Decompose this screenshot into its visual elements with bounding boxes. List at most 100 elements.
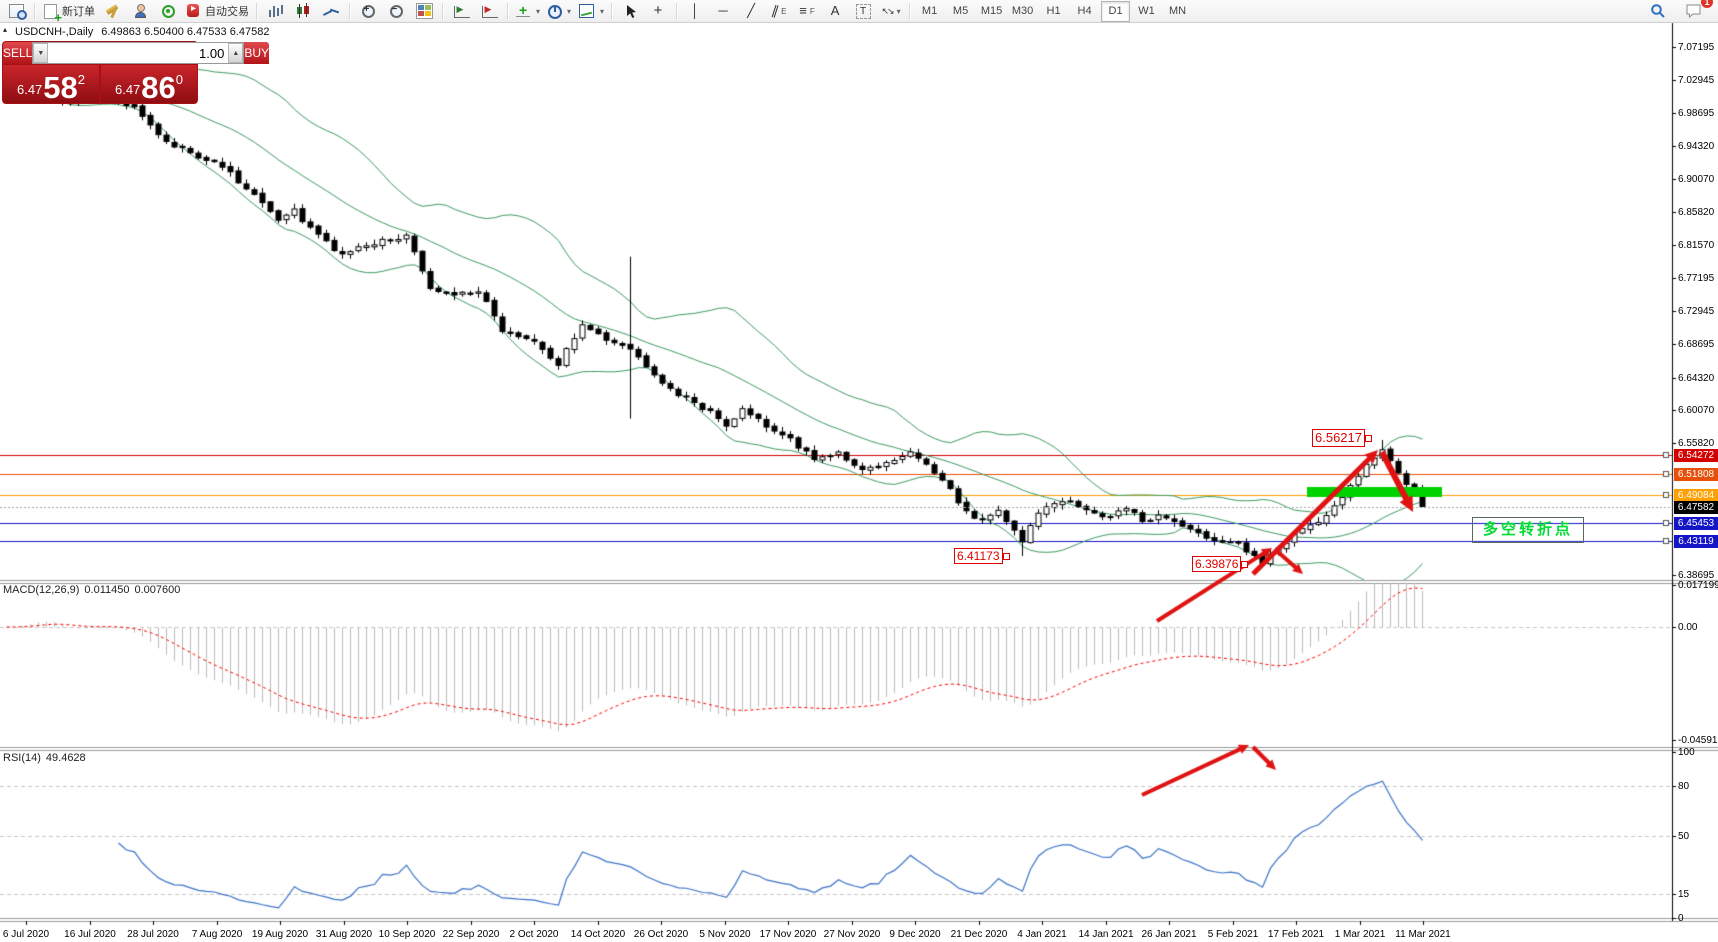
timeframe-button-h4[interactable]: H4 <box>1077 5 1092 17</box>
toolbar-separator <box>507 2 508 20</box>
notification-badge: 1 <box>1701 0 1713 8</box>
buy-button[interactable]: BUY <box>244 42 270 64</box>
buy-price-display[interactable]: 6.47 86 0 <box>101 65 197 103</box>
toolbar-right: 1 <box>1644 0 1716 22</box>
new-order-button[interactable]: 新订单 <box>39 0 98 25</box>
search-icon <box>1651 4 1665 18</box>
toolbar: 新订单 自动交易 ▾ ▾ ▾ + │ ─ ╱ ∥E ≡F A T ↖↘▾ M1 M… <box>0 0 1718 25</box>
chevron-down-icon: ▾ <box>896 6 901 16</box>
sell-price-display[interactable]: 6.47 58 2 <box>3 65 99 103</box>
sell-price-sup: 2 <box>77 72 86 87</box>
toolbar-separator <box>34 2 35 20</box>
vertical-line-button[interactable]: │ <box>681 0 709 22</box>
channel-button[interactable]: ∥ E <box>765 0 793 22</box>
timeframe-button-m5[interactable]: M5 <box>952 5 969 17</box>
price-line-label: 6.47582 <box>1674 501 1718 514</box>
indicators-button[interactable]: ▾ <box>512 0 543 22</box>
chart-preview-button[interactable] <box>2 0 30 22</box>
market-watch-button[interactable] <box>98 0 126 22</box>
horizontal-line-button[interactable]: ─ <box>709 0 737 22</box>
zoom-out-button[interactable] <box>382 0 410 22</box>
candlestick-chart-button[interactable] <box>289 0 317 22</box>
macd-axis-label: 0.00 <box>1678 622 1698 633</box>
timeframe-button-mn[interactable]: MN <box>1168 5 1187 17</box>
timeframe-button-m15[interactable]: M15 <box>980 5 1003 17</box>
trendline-button[interactable]: ╱ <box>737 0 765 22</box>
channel-tag: E <box>781 6 787 16</box>
rsi-axis-label: 50 <box>1678 831 1690 842</box>
indicators-icon <box>515 2 532 19</box>
timeframe-button-m30[interactable]: M30 <box>1011 5 1034 17</box>
anchor-handle[interactable] <box>1002 553 1010 561</box>
high-price-flag[interactable]: 6.56217 <box>1312 429 1372 447</box>
new-order-icon <box>44 3 62 25</box>
chevron-down-icon: ▾ <box>567 6 572 16</box>
trendline-icon: ╱ <box>747 3 755 18</box>
timeframe-button-h1[interactable]: H1 <box>1046 5 1061 17</box>
low-price-flag-2[interactable]: 6.39876 <box>1192 556 1249 573</box>
price-axis-label: 6.81570 <box>1678 240 1715 251</box>
anchor-handle[interactable] <box>1241 561 1249 569</box>
timeframe-button-w1[interactable]: W1 <box>1138 5 1155 17</box>
time-axis-label: 27 Nov 2020 <box>823 929 881 940</box>
price-axis-label: 6.85820 <box>1678 207 1715 218</box>
macd-name: MACD(12,26,9) <box>3 584 80 596</box>
fibonacci-button[interactable]: ≡ F <box>793 0 821 22</box>
templates-button[interactable]: ▾ <box>574 0 607 22</box>
clock-icon <box>546 3 563 19</box>
macd-axis-label: -0.045919 <box>1678 735 1718 746</box>
price-axis-label: 7.02945 <box>1678 75 1715 86</box>
tile-windows-button[interactable] <box>410 0 438 22</box>
volume-increase-button[interactable]: ▲ <box>228 43 244 63</box>
volume-input[interactable] <box>48 43 229 63</box>
sell-button[interactable]: SELL <box>3 42 33 64</box>
signals-button[interactable] <box>154 0 182 22</box>
sell-price-big: 58 <box>43 70 78 105</box>
fibo-tag: F <box>809 6 815 16</box>
high-price-flag-text: 6.56217 <box>1315 430 1362 445</box>
arrows-tool-button[interactable]: ↖↘ ▾ <box>877 0 905 22</box>
crosshair-icon: + <box>653 2 663 19</box>
time-axis-label: 5 Feb 2021 <box>1207 929 1259 940</box>
price-axis-label: 6.90070 <box>1678 174 1715 185</box>
new-order-label: 新订单 <box>62 6 95 18</box>
time-axis-label: 5 Nov 2020 <box>699 929 751 940</box>
toolbar-separator <box>442 2 443 20</box>
turning-point-textbox[interactable]: 多空转折点 <box>1472 517 1584 543</box>
broadcast-icon <box>160 3 177 19</box>
chart-shift-button[interactable] <box>475 0 503 22</box>
text-tool-button[interactable]: A <box>821 0 849 22</box>
autotrading-button[interactable]: 自动交易 <box>182 0 252 22</box>
timeframe-button-d1[interactable]: D1 <box>1101 0 1131 22</box>
macd-label: MACD(12,26,9) 0.011450 0.007600 <box>3 584 185 596</box>
bar-chart-button[interactable] <box>261 0 289 22</box>
anchor-handle[interactable] <box>1365 434 1372 442</box>
periods-button[interactable]: ▾ <box>543 0 574 22</box>
data-window-button[interactable] <box>126 0 154 22</box>
autotrading-label: 自动交易 <box>205 6 249 18</box>
cursor-button[interactable] <box>616 0 644 22</box>
low-price-flag-1[interactable]: 6.41173 <box>954 548 1010 565</box>
auto-scroll-button[interactable] <box>447 0 475 22</box>
zoom-in-button[interactable] <box>354 0 382 22</box>
line-chart-button[interactable] <box>317 0 345 22</box>
toolbar-separator <box>349 2 350 20</box>
price-line-label: 6.43119 <box>1674 535 1718 548</box>
ohlc-values: 6.49863 6.50400 6.47533 6.47582 <box>101 26 270 38</box>
macd-value: 0.011450 <box>84 584 130 596</box>
text-label-button[interactable]: T <box>849 0 877 22</box>
rsi-value: 49.4628 <box>45 752 86 764</box>
search-button[interactable] <box>1644 0 1672 22</box>
volume-decrease-button[interactable]: ▼ <box>33 43 49 63</box>
timeframe-button-m1[interactable]: M1 <box>921 5 938 17</box>
time-axis-label: 1 Mar 2021 <box>1334 929 1386 940</box>
rsi-label: RSI(14) 49.4628 <box>3 752 91 764</box>
collapse-arrow-icon[interactable]: ▴ <box>3 25 8 34</box>
time-axis-label: 11 Mar 2021 <box>1395 929 1451 940</box>
price-axis-label: 6.55820 <box>1678 438 1715 449</box>
notifications-button[interactable]: 1 <box>1680 0 1713 22</box>
rsi-axis-label: 0 <box>1678 913 1684 924</box>
horizontal-line-icon: ─ <box>718 3 728 18</box>
crosshair-button[interactable]: + <box>644 0 672 22</box>
